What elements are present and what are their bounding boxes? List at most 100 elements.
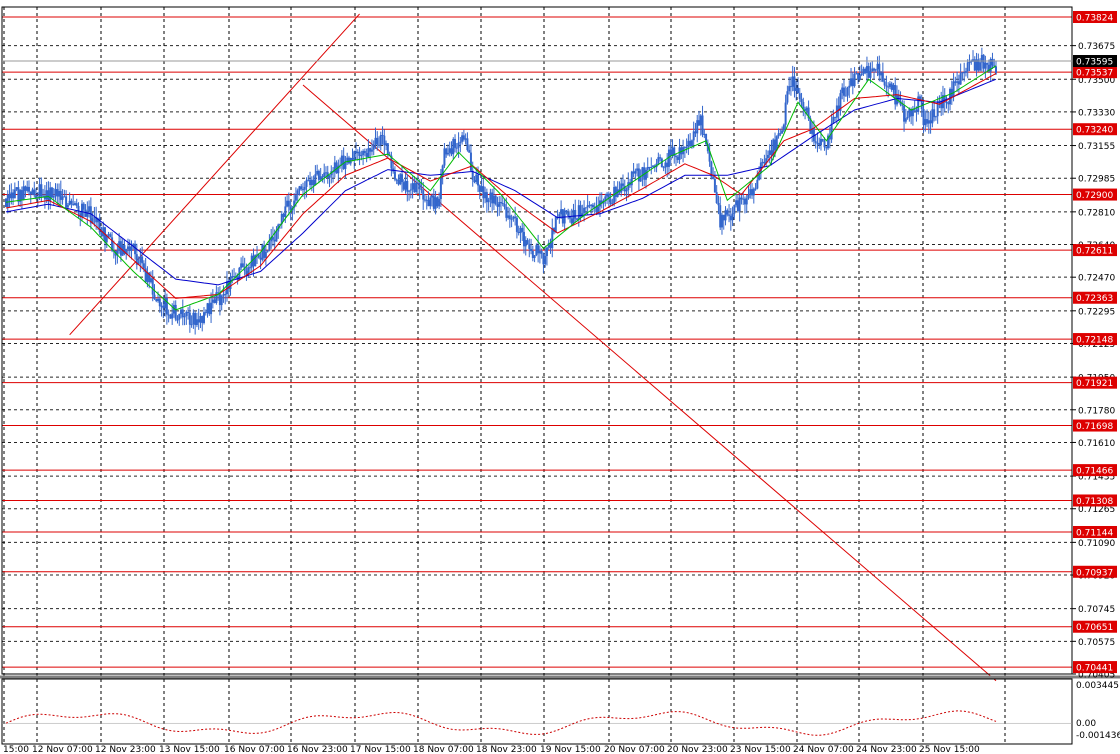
level-label: 0.73537 — [1076, 69, 1113, 79]
candle-body — [715, 192, 718, 203]
candle-body — [961, 72, 964, 74]
time-label: 15:00 — [3, 745, 29, 754]
trendlines — [69, 13, 997, 682]
candle-body — [86, 211, 89, 217]
candle-body — [687, 140, 690, 147]
candle-body — [261, 245, 264, 260]
candle-body — [199, 316, 202, 323]
level-label-bg — [1073, 11, 1117, 23]
level-label-bg — [1073, 494, 1117, 507]
candle-body — [215, 292, 218, 303]
candle-body — [402, 182, 405, 190]
candle-body — [703, 133, 706, 135]
candle-body — [457, 142, 460, 148]
candle-body — [713, 178, 716, 193]
candle-body — [659, 157, 662, 159]
candle-body — [947, 102, 950, 105]
candle-body — [148, 272, 151, 283]
candle-body — [395, 179, 398, 181]
candle-body — [986, 62, 989, 65]
time-axis: 15:00 12 Nov 07:00 12 Nov 23:00 13 Nov 15:0… — [3, 745, 980, 754]
candle-body — [924, 119, 927, 126]
candle-body — [639, 176, 642, 182]
candle-body — [473, 180, 476, 183]
candle-body — [524, 240, 527, 247]
candle-body — [15, 187, 18, 190]
candle-body — [213, 299, 216, 303]
candle-body — [448, 148, 451, 153]
level-labels: 0.73824 0.73537 0.73240 0.72900 0.72611 0.723… — [1073, 11, 1117, 674]
price-tick-label: 0.72985 — [1078, 175, 1115, 185]
candle-body — [804, 108, 807, 111]
candle-body — [128, 246, 131, 251]
candle-body — [309, 179, 312, 186]
candle-body — [176, 319, 179, 321]
level-label: 0.72363 — [1076, 294, 1113, 304]
candle-body — [954, 81, 957, 83]
candle-body — [287, 200, 290, 207]
level-label-bg — [1073, 525, 1117, 538]
candle-body — [438, 199, 441, 207]
candle-body — [310, 179, 313, 186]
candle-body — [12, 192, 15, 199]
candle-body — [537, 245, 540, 254]
candle-body — [519, 227, 522, 234]
time-label: 18 Nov 23:00 — [476, 745, 537, 754]
candle-body — [599, 200, 601, 207]
candle-body — [183, 316, 186, 318]
candle-body — [821, 138, 824, 142]
candle-body — [155, 298, 158, 302]
candle-body — [927, 120, 930, 124]
candle-body — [376, 137, 379, 145]
candle-body — [593, 206, 596, 208]
candle-body — [167, 314, 170, 316]
candle-body — [929, 120, 932, 124]
candle-body — [972, 59, 975, 61]
candle-body — [758, 173, 761, 180]
candle-body — [381, 134, 384, 136]
candle-body — [498, 202, 501, 207]
candle-body — [591, 204, 594, 208]
candle-body — [625, 190, 628, 192]
candle-body — [432, 195, 435, 209]
candle-body — [795, 87, 798, 91]
time-label: 12 Nov 23:00 — [95, 745, 156, 754]
candle-body — [728, 214, 731, 216]
oscillator-line — [5, 710, 997, 736]
candle-body — [468, 150, 471, 153]
candle-body — [351, 157, 354, 160]
candle-body — [450, 148, 453, 155]
price-tick-label: 0.71090 — [1078, 539, 1115, 549]
candle-body — [335, 162, 338, 174]
candle-body — [363, 150, 366, 154]
candle-body — [439, 177, 442, 200]
candle-body — [224, 294, 227, 296]
candle-body — [607, 193, 610, 200]
candle-body — [178, 313, 181, 320]
candle-body — [717, 202, 720, 206]
candle-body — [701, 115, 704, 135]
candle-body — [977, 59, 980, 71]
grid — [2, 7, 1072, 744]
candle-body — [40, 184, 43, 197]
candle-body — [507, 215, 510, 218]
candle-body — [646, 166, 649, 170]
candle-body — [423, 199, 426, 201]
level-label-bg — [1073, 66, 1117, 79]
candle-body — [296, 190, 299, 196]
candle-body — [936, 102, 939, 117]
candle-body — [266, 250, 269, 252]
candle-body — [50, 187, 53, 198]
candle-body — [620, 183, 623, 193]
candle-body — [81, 203, 84, 218]
candle-body — [353, 151, 356, 160]
candle-body — [312, 179, 315, 186]
candle-body — [671, 147, 674, 156]
candle-body — [84, 209, 87, 217]
candle-body — [964, 71, 967, 73]
candle-body — [777, 133, 780, 137]
candle-body — [443, 148, 446, 166]
candle-body — [675, 156, 678, 158]
candle-body — [850, 78, 853, 86]
